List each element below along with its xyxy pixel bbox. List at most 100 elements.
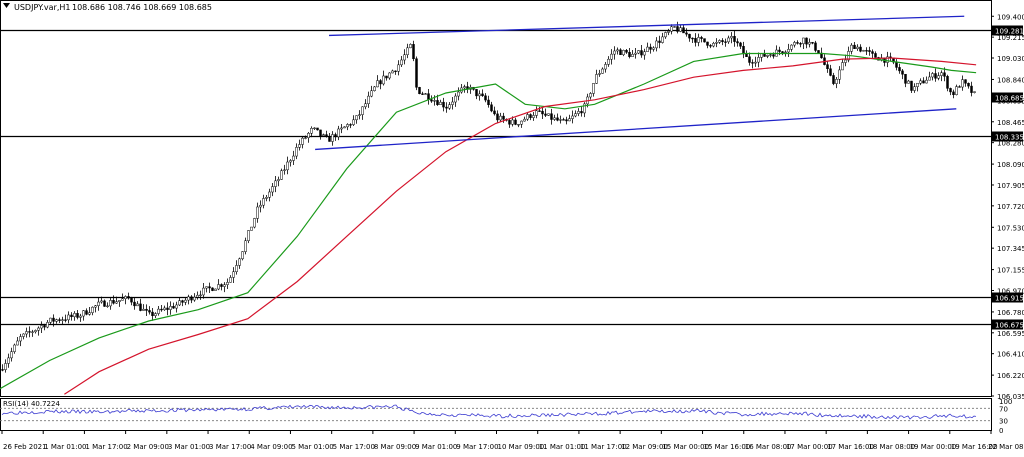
candle — [613, 46, 616, 60]
candle — [397, 60, 400, 76]
candle — [190, 295, 193, 304]
candle — [628, 47, 631, 59]
x-tick-label: 18 Mar 08:00 — [868, 443, 915, 451]
candle — [4, 359, 7, 373]
candle — [97, 297, 100, 311]
y-tick-label: 108.280 — [997, 140, 1024, 148]
candle — [748, 52, 751, 66]
candle — [706, 41, 709, 49]
candle — [7, 353, 10, 368]
x-tick-label: 15 Mar 00:00 — [662, 443, 709, 451]
x-tick-label: 12 Mar 09:00 — [621, 443, 668, 451]
channel-trendline[interactable] — [315, 108, 957, 151]
candle — [481, 89, 484, 97]
rsi-panel-frame — [0, 398, 992, 431]
candle — [832, 72, 835, 86]
candle — [283, 164, 286, 175]
x-tick-label: 17 Mar 16:00 — [827, 443, 874, 451]
candle — [874, 51, 877, 58]
candle — [718, 39, 721, 44]
candle — [193, 293, 196, 302]
last-price-label: 108.685 — [995, 95, 1024, 103]
y-tick-label: 106.035 — [997, 393, 1024, 401]
candle — [736, 38, 739, 47]
level-price-box — [992, 25, 1023, 36]
candle — [274, 176, 277, 193]
rsi-line — [1, 404, 977, 420]
candle — [121, 293, 124, 301]
x-tick-label: 26 Feb 2021 — [3, 443, 47, 451]
candle — [871, 49, 874, 59]
candle — [343, 126, 346, 129]
candle — [316, 127, 319, 131]
menu-triangle-icon[interactable] — [3, 3, 10, 8]
candle — [415, 56, 418, 91]
candle — [937, 72, 940, 81]
candle — [652, 46, 655, 52]
candle — [199, 290, 202, 300]
candle — [850, 43, 853, 55]
channel-trendline[interactable] — [328, 15, 965, 37]
candle — [691, 37, 694, 43]
candle — [517, 123, 520, 128]
candle — [484, 93, 487, 103]
candle — [679, 24, 682, 33]
candle — [454, 93, 457, 107]
candle — [787, 43, 790, 57]
candle — [604, 61, 607, 73]
candle — [424, 92, 427, 95]
y-tick-label: 107.530 — [997, 224, 1024, 232]
candle — [670, 24, 673, 35]
candle — [532, 112, 535, 121]
x-tick-label: 2 Mar 09:00 — [127, 443, 169, 451]
candle — [727, 35, 730, 44]
candle — [658, 35, 661, 49]
candle — [595, 69, 598, 84]
candle — [118, 300, 121, 307]
chart-header: USDJPY.var,H1 108.686 108.746 108.669 10… — [3, 3, 212, 12]
candle — [535, 106, 538, 119]
candle — [910, 80, 913, 94]
x-tick-label: 19 Mar 00:00 — [910, 443, 957, 451]
candle — [796, 40, 799, 45]
candle — [946, 74, 949, 92]
candle — [46, 319, 49, 329]
candle — [835, 76, 838, 89]
level-price-label: 109.281 — [995, 28, 1024, 36]
candle — [928, 71, 931, 81]
candle — [463, 84, 466, 93]
candle — [385, 75, 388, 81]
candle — [232, 267, 235, 283]
y-tick-label: 106.220 — [997, 372, 1024, 380]
candle — [514, 117, 517, 126]
candle — [856, 44, 859, 51]
y-tick-label: 106.970 — [997, 287, 1024, 295]
candle — [52, 314, 55, 327]
candle — [901, 68, 904, 80]
candle — [340, 123, 343, 134]
candle — [961, 75, 964, 91]
candle — [364, 99, 367, 110]
candle — [100, 296, 103, 304]
price-panel-frame — [0, 0, 992, 397]
candle — [808, 38, 811, 48]
candle — [172, 302, 175, 309]
candle — [451, 97, 454, 110]
x-tick-label: 15 Mar 16:00 — [704, 443, 751, 451]
candle — [916, 82, 919, 92]
candle — [25, 327, 28, 338]
x-tick-label: 1 Mar 17:00 — [85, 443, 127, 451]
level-price-box — [992, 131, 1023, 142]
candle — [337, 125, 340, 141]
candle — [913, 83, 916, 93]
candle — [523, 116, 526, 122]
candle — [214, 288, 217, 291]
candle — [676, 21, 679, 34]
candle — [577, 108, 580, 117]
rsi-y-tick-label: 0 — [999, 427, 1003, 435]
candle — [673, 25, 676, 28]
candle — [559, 115, 562, 124]
y-tick-label: 107.905 — [997, 182, 1024, 190]
